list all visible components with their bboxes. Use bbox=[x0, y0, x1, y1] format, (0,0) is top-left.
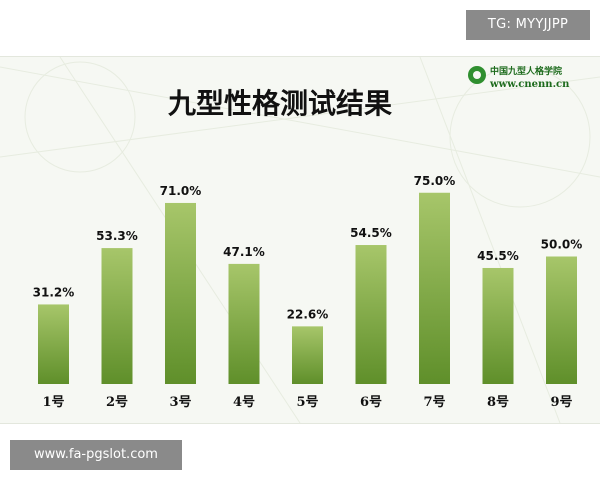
bar-2 bbox=[101, 248, 133, 384]
value-label-5: 22.6% bbox=[287, 307, 329, 321]
site-watermark: www.fa-pgslot.com bbox=[10, 440, 182, 470]
bar-chart: 九型性格测试结果 中国九型人格学院 www.cnenn.cn 31.2% 53.3… bbox=[0, 57, 600, 423]
category-label-8: 8号 bbox=[487, 395, 509, 410]
value-label-2: 53.3% bbox=[96, 229, 138, 243]
logo-url: www.cnenn.cn bbox=[489, 79, 570, 90]
value-label-6: 54.5% bbox=[350, 226, 392, 240]
category-labels-layer: 1号 2号 3号 4号 5号 6号 7号 8号 9号 bbox=[42, 395, 572, 410]
bar-5 bbox=[292, 326, 323, 384]
category-label-3: 3号 bbox=[169, 395, 191, 410]
category-label-4: 4号 bbox=[233, 395, 255, 410]
bar-9 bbox=[546, 256, 577, 384]
telegram-watermark: TG: MYYJJPP bbox=[466, 10, 590, 40]
category-label-1: 1号 bbox=[42, 395, 64, 410]
bar-4 bbox=[228, 263, 260, 384]
value-label-4: 47.1% bbox=[223, 245, 265, 259]
category-label-2: 2号 bbox=[106, 395, 128, 410]
bar-3 bbox=[165, 202, 196, 384]
chart-panel: 九型性格测试结果 中国九型人格学院 www.cnenn.cn 31.2% 53.3… bbox=[0, 56, 600, 424]
category-label-5: 5号 bbox=[296, 395, 318, 410]
bar-8 bbox=[482, 267, 514, 384]
logo-name: 中国九型人格学院 bbox=[490, 65, 562, 77]
bar-7 bbox=[419, 192, 450, 384]
logo: 中国九型人格学院 www.cnenn.cn bbox=[468, 65, 570, 90]
value-label-9: 50.0% bbox=[541, 238, 583, 252]
value-label-7: 75.0% bbox=[414, 174, 456, 188]
bar-6 bbox=[355, 245, 387, 384]
value-label-1: 31.2% bbox=[33, 285, 75, 299]
bar-1 bbox=[38, 304, 69, 384]
value-label-8: 45.5% bbox=[477, 249, 519, 263]
category-label-7: 7号 bbox=[423, 395, 445, 410]
bars-layer bbox=[38, 192, 577, 384]
category-label-6: 6号 bbox=[360, 395, 382, 410]
value-label-3: 71.0% bbox=[160, 184, 202, 198]
value-labels-layer: 31.2% 53.3% 71.0% 47.1% 22.6% 54.5% 75.0% 45.5%… bbox=[33, 174, 583, 322]
chart-title: 九型性格测试结果 bbox=[168, 87, 392, 120]
category-label-9: 9号 bbox=[550, 395, 572, 410]
